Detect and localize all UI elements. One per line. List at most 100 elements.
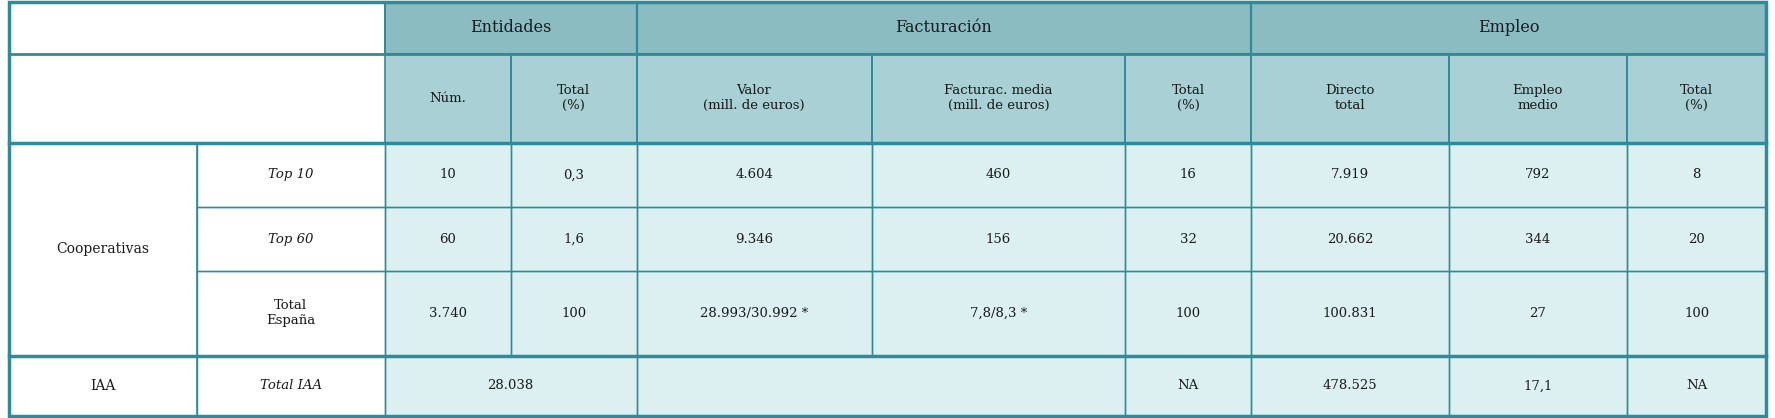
Text: 16: 16 (1180, 168, 1196, 181)
Text: Total
España: Total España (266, 299, 316, 327)
Bar (197, 207, 385, 271)
Text: IAA: IAA (91, 379, 115, 393)
Bar (197, 143, 385, 207)
Bar (9, 143, 197, 356)
Bar (872, 54, 1125, 143)
Bar (1251, 143, 1448, 207)
Bar (637, 143, 872, 207)
Bar (385, 271, 511, 356)
Bar (1125, 207, 1251, 271)
Bar (637, 2, 1251, 54)
Text: 32: 32 (1180, 232, 1196, 245)
Text: 10: 10 (440, 168, 456, 181)
Bar (197, 271, 385, 356)
Bar (1251, 271, 1448, 356)
Text: 460: 460 (985, 168, 1012, 181)
Bar (197, 356, 385, 416)
Bar (1125, 356, 1251, 416)
Bar (9, 356, 197, 416)
Bar (1251, 271, 1448, 356)
Bar (511, 143, 637, 207)
Text: 100: 100 (1684, 307, 1709, 320)
Bar (1448, 207, 1628, 271)
Bar (637, 2, 1251, 54)
Bar (637, 54, 872, 143)
Text: 9.346: 9.346 (735, 232, 774, 245)
Text: Top 10: Top 10 (268, 168, 314, 181)
Bar (872, 143, 1125, 207)
Bar (1448, 356, 1628, 416)
Bar (1448, 356, 1628, 416)
Text: 4.604: 4.604 (735, 168, 772, 181)
Text: 8: 8 (1692, 168, 1700, 181)
Text: Cooperativas: Cooperativas (57, 242, 149, 256)
Bar (637, 356, 1125, 416)
Bar (9, 271, 197, 356)
Text: 100: 100 (1175, 307, 1200, 320)
Bar (1628, 143, 1766, 207)
Text: 7.919: 7.919 (1331, 168, 1369, 181)
Text: NA: NA (1686, 380, 1708, 393)
Text: Total
(%): Total (%) (1679, 84, 1713, 112)
Text: 28.038: 28.038 (488, 380, 534, 393)
Bar (637, 271, 872, 356)
Bar (1448, 54, 1628, 143)
Bar (9, 2, 385, 54)
Text: Facturación: Facturación (896, 20, 992, 36)
Bar (385, 143, 511, 207)
Text: Empleo: Empleo (1479, 20, 1539, 36)
Bar (872, 271, 1125, 356)
Bar (1628, 54, 1766, 143)
Text: 100.831: 100.831 (1322, 307, 1377, 320)
Bar (637, 207, 872, 271)
Text: 3.740: 3.740 (430, 307, 467, 320)
Bar (1251, 54, 1448, 143)
Bar (1448, 143, 1628, 207)
Bar (511, 207, 637, 271)
Bar (872, 54, 1125, 143)
Bar (637, 54, 872, 143)
Bar (637, 271, 872, 356)
Bar (9, 143, 197, 207)
Bar (637, 356, 1125, 416)
Bar (511, 54, 637, 143)
Text: Total
(%): Total (%) (1172, 84, 1205, 112)
Bar (385, 356, 637, 416)
Bar (872, 271, 1125, 356)
Text: Empleo
medio: Empleo medio (1512, 84, 1564, 112)
Text: 17,1: 17,1 (1523, 380, 1553, 393)
Text: Top 60: Top 60 (268, 232, 314, 245)
Bar (1251, 356, 1448, 416)
Bar (1251, 2, 1766, 54)
Bar (1125, 207, 1251, 271)
Bar (9, 356, 197, 416)
Bar (511, 271, 637, 356)
Bar (385, 207, 511, 271)
Text: Valor
(mill. de euros): Valor (mill. de euros) (703, 84, 804, 112)
Bar (1628, 356, 1766, 416)
Bar (1448, 271, 1628, 356)
Bar (385, 271, 511, 356)
Bar (385, 54, 511, 143)
Bar (9, 356, 197, 416)
Bar (385, 356, 637, 416)
Bar (197, 143, 385, 207)
Bar (385, 54, 511, 143)
Bar (637, 207, 872, 271)
Text: 20.662: 20.662 (1326, 232, 1374, 245)
Bar (1448, 271, 1628, 356)
Bar (197, 207, 385, 271)
Text: Total
(%): Total (%) (557, 84, 591, 112)
Text: Total IAA: Total IAA (259, 380, 321, 393)
Bar (385, 2, 637, 54)
Text: 156: 156 (985, 232, 1012, 245)
Text: Núm.: Núm. (430, 92, 467, 105)
Text: Facturac. media
(mill. de euros): Facturac. media (mill. de euros) (944, 84, 1053, 112)
Bar (1125, 271, 1251, 356)
Text: 100: 100 (561, 307, 586, 320)
Bar (1125, 356, 1251, 416)
Text: 27: 27 (1530, 307, 1546, 320)
Bar (9, 207, 197, 271)
Text: 344: 344 (1525, 232, 1550, 245)
Bar (1628, 207, 1766, 271)
